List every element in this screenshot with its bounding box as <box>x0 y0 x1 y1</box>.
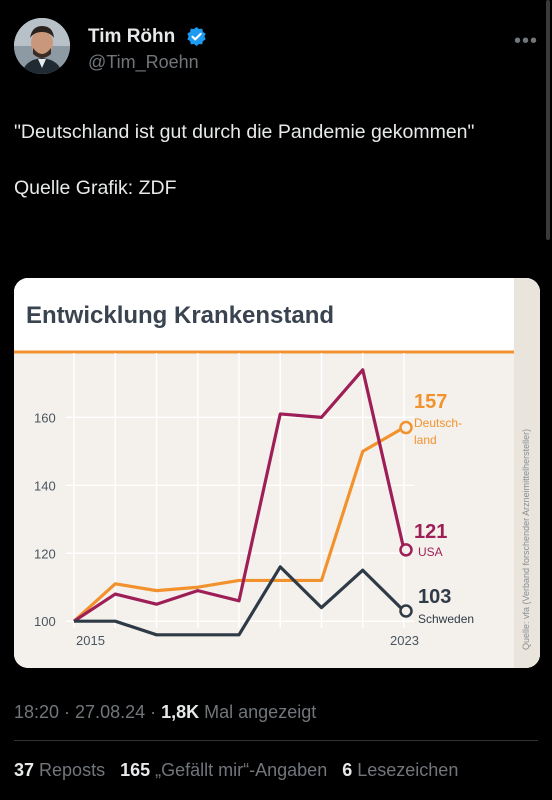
bookmarks-link[interactable]: 6 Lesezeichen <box>342 760 458 780</box>
series-line-2 <box>73 368 406 623</box>
series-name: Schweden <box>418 612 474 626</box>
series-name: land <box>414 433 437 447</box>
chart-source: Quelle: vfa (Verband forschender Arzneim… <box>521 429 531 650</box>
reposts-count: 37 <box>14 760 35 780</box>
series-end-value: 103 <box>418 586 451 608</box>
y-tick-label: 160 <box>34 410 56 425</box>
bookmarks-label: Lesezeichen <box>352 760 459 780</box>
tweet-source-line: Quelle Grafik: ZDF <box>14 177 177 199</box>
avatar-photo <box>14 18 70 74</box>
series-end-value: 157 <box>414 391 447 413</box>
y-tick-label: 100 <box>34 614 56 629</box>
bookmarks-count: 6 <box>342 760 353 780</box>
view-count: 1,8K <box>161 702 200 722</box>
series-end-marker <box>399 420 413 435</box>
reposts-link[interactable]: 37 Reposts <box>14 760 105 780</box>
scrollbar[interactable] <box>546 0 550 240</box>
tweet-quote: "Deutschland ist gut durch die Pandemie … <box>14 121 475 143</box>
series-end-marker <box>399 543 413 557</box>
series-line-1 <box>72 426 405 623</box>
likes-link[interactable]: 165 „Gefällt mir“-Angaben <box>120 760 327 780</box>
tweet-meta: 18:20 · 27.08.24 · 1,8K Mal angezeigt <box>14 702 316 723</box>
series-end-marker <box>399 604 413 618</box>
series-name: USA <box>418 545 443 559</box>
chart-series <box>72 368 413 637</box>
tweet-header: Tim Röhn @Tim_Roehn ••• <box>0 0 552 90</box>
likes-count: 165 <box>120 760 151 780</box>
tweet-image[interactable]: Entwicklung Krankenstand 100 120 140 160 20… <box>14 278 540 668</box>
more-options-icon[interactable]: ••• <box>514 30 539 52</box>
tweet-stats: 37 Reposts 165 „Gefällt mir“-Angaben 6 L… <box>14 760 468 781</box>
chart-grid <box>66 353 414 628</box>
verified-badge-icon <box>187 26 206 47</box>
y-tick-label: 140 <box>34 478 56 493</box>
y-tick-label: 120 <box>34 546 56 561</box>
author-avatar[interactable] <box>14 18 70 74</box>
reposts-label: Reposts <box>34 760 106 780</box>
divider <box>14 740 538 741</box>
tweet-text: "Deutschland ist gut durch die Pandemie … <box>14 118 534 202</box>
view-label: Mal angezeigt <box>199 702 317 722</box>
series-line-3 <box>74 565 406 637</box>
chart: Entwicklung Krankenstand 100 120 140 160 20… <box>14 278 540 668</box>
x-tick-label: 2015 <box>76 633 105 648</box>
series-labels: 157 Deutsch-land 121 USA 103 Schweden <box>414 391 474 626</box>
author-handle[interactable]: @Tim_Roehn <box>88 52 199 72</box>
x-axis-labels: 2015 2023 <box>76 633 419 648</box>
tweet-timestamp[interactable]: 18:20 · 27.08.24 · <box>14 702 162 722</box>
series-name: Deutsch- <box>414 416 462 430</box>
y-axis-labels: 100 120 140 160 <box>34 410 56 629</box>
series-end-value: 121 <box>414 521 447 543</box>
author-name[interactable]: Tim Röhn <box>88 26 176 47</box>
x-tick-label: 2023 <box>390 633 419 648</box>
likes-label: „Gefällt mir“-Angaben <box>150 760 328 780</box>
chart-title: Entwicklung Krankenstand <box>26 302 334 329</box>
